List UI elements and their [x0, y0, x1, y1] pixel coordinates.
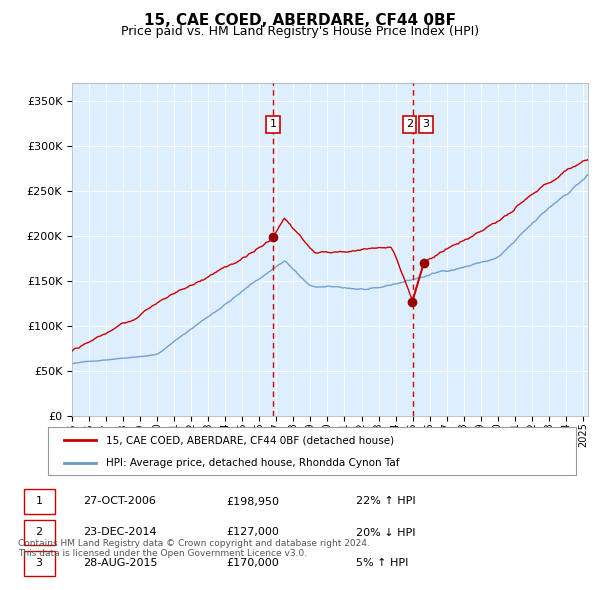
Text: 15, CAE COED, ABERDARE, CF44 0BF (detached house): 15, CAE COED, ABERDARE, CF44 0BF (detach… [106, 435, 394, 445]
Text: 15, CAE COED, ABERDARE, CF44 0BF: 15, CAE COED, ABERDARE, CF44 0BF [144, 13, 456, 28]
Text: Contains HM Land Registry data © Crown copyright and database right 2024.: Contains HM Land Registry data © Crown c… [18, 539, 370, 548]
FancyBboxPatch shape [48, 427, 576, 475]
Text: £127,000: £127,000 [227, 527, 280, 537]
Text: £170,000: £170,000 [227, 559, 280, 568]
Text: HPI: Average price, detached house, Rhondda Cynon Taf: HPI: Average price, detached house, Rhon… [106, 458, 400, 468]
Text: 2: 2 [406, 119, 413, 129]
Text: 28-AUG-2015: 28-AUG-2015 [83, 559, 157, 568]
Text: 23-DEC-2014: 23-DEC-2014 [83, 527, 157, 537]
Text: 5% ↑ HPI: 5% ↑ HPI [356, 559, 409, 568]
Text: 20% ↓ HPI: 20% ↓ HPI [356, 527, 416, 537]
Text: £198,950: £198,950 [227, 497, 280, 506]
Text: 22% ↑ HPI: 22% ↑ HPI [356, 497, 416, 506]
Text: 2: 2 [35, 527, 43, 537]
Text: 27-OCT-2006: 27-OCT-2006 [83, 497, 156, 506]
Text: 3: 3 [422, 119, 429, 129]
Text: 1: 1 [35, 497, 43, 506]
Text: 3: 3 [35, 559, 43, 568]
Text: 1: 1 [270, 119, 277, 129]
Text: Price paid vs. HM Land Registry's House Price Index (HPI): Price paid vs. HM Land Registry's House … [121, 25, 479, 38]
Text: This data is licensed under the Open Government Licence v3.0.: This data is licensed under the Open Gov… [18, 549, 307, 558]
FancyBboxPatch shape [23, 551, 55, 576]
FancyBboxPatch shape [23, 520, 55, 545]
FancyBboxPatch shape [23, 489, 55, 514]
